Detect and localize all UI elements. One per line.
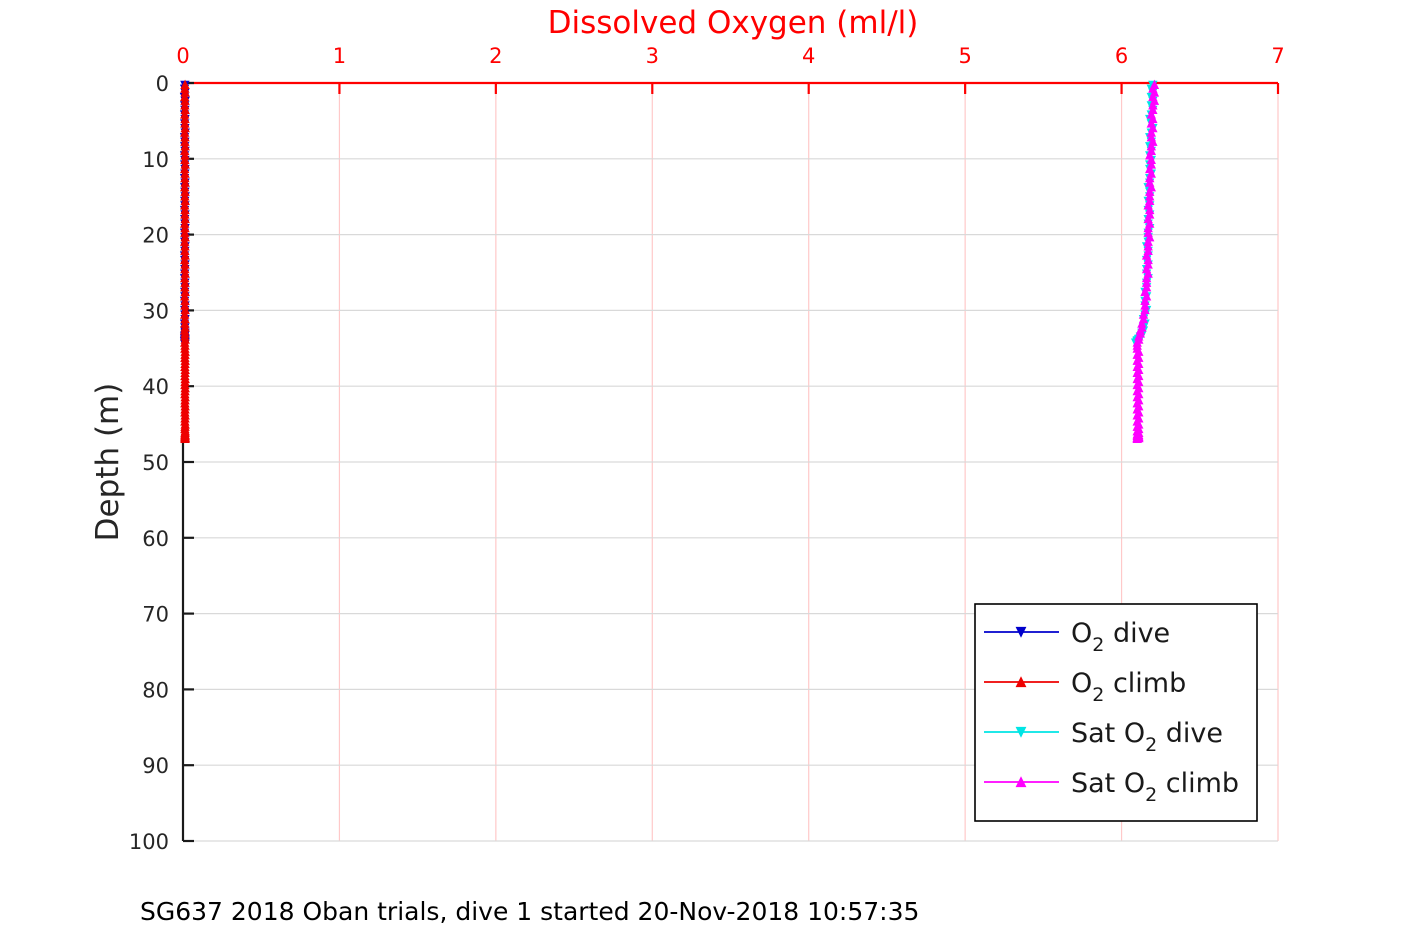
- x-tick-label: 5: [958, 44, 971, 68]
- chart-legend[interactable]: O2 dive O2 climb Sat O2 dive Sat O2 climb: [974, 603, 1258, 822]
- y-tick-label: 50: [142, 451, 169, 475]
- legend-item-1[interactable]: O2 dive: [984, 618, 1170, 656]
- y-tick-label: 10: [142, 148, 169, 172]
- y-tick-label: 30: [142, 299, 169, 323]
- legend-label: Sat O2 climb: [1071, 768, 1239, 806]
- x-tick-label: 2: [489, 44, 502, 68]
- legend-label: O2 climb: [1071, 668, 1186, 706]
- figure-caption: SG637 2018 Oban trials, dive 1 started 2…: [140, 897, 919, 926]
- y-tick-label: 60: [142, 527, 169, 551]
- legend-item-2[interactable]: O2 climb: [984, 668, 1186, 706]
- gridlines: [183, 83, 1279, 842]
- y-axis-title: Depth (m): [90, 383, 126, 542]
- x-axis-title: Dissolved Oxygen (ml/l): [548, 5, 919, 41]
- y-tick-label: 20: [142, 224, 169, 248]
- x-tick-label: 1: [333, 44, 346, 68]
- series-2: [180, 79, 190, 444]
- x-tick-label: 3: [646, 44, 659, 68]
- series-4: [1132, 79, 1160, 444]
- data-series: [179, 79, 1160, 444]
- x-tick-label: 7: [1271, 44, 1284, 68]
- legend-item-3[interactable]: Sat O2 dive: [984, 718, 1223, 756]
- y-tick-label: 80: [142, 678, 169, 702]
- legend-label: O2 dive: [1071, 618, 1170, 656]
- y-tick-label: 100: [129, 830, 169, 854]
- y-tick-label: 70: [142, 603, 169, 627]
- x-tick-label: 0: [176, 44, 189, 68]
- x-tick-label: 4: [802, 44, 815, 68]
- y-tick-label: 40: [142, 375, 169, 399]
- y-tick-label: 0: [156, 72, 169, 96]
- legend-item-4[interactable]: Sat O2 climb: [984, 768, 1239, 806]
- legend-label: Sat O2 dive: [1071, 718, 1223, 756]
- y-tick-label: 90: [142, 754, 169, 778]
- x-tick-label: 6: [1115, 44, 1128, 68]
